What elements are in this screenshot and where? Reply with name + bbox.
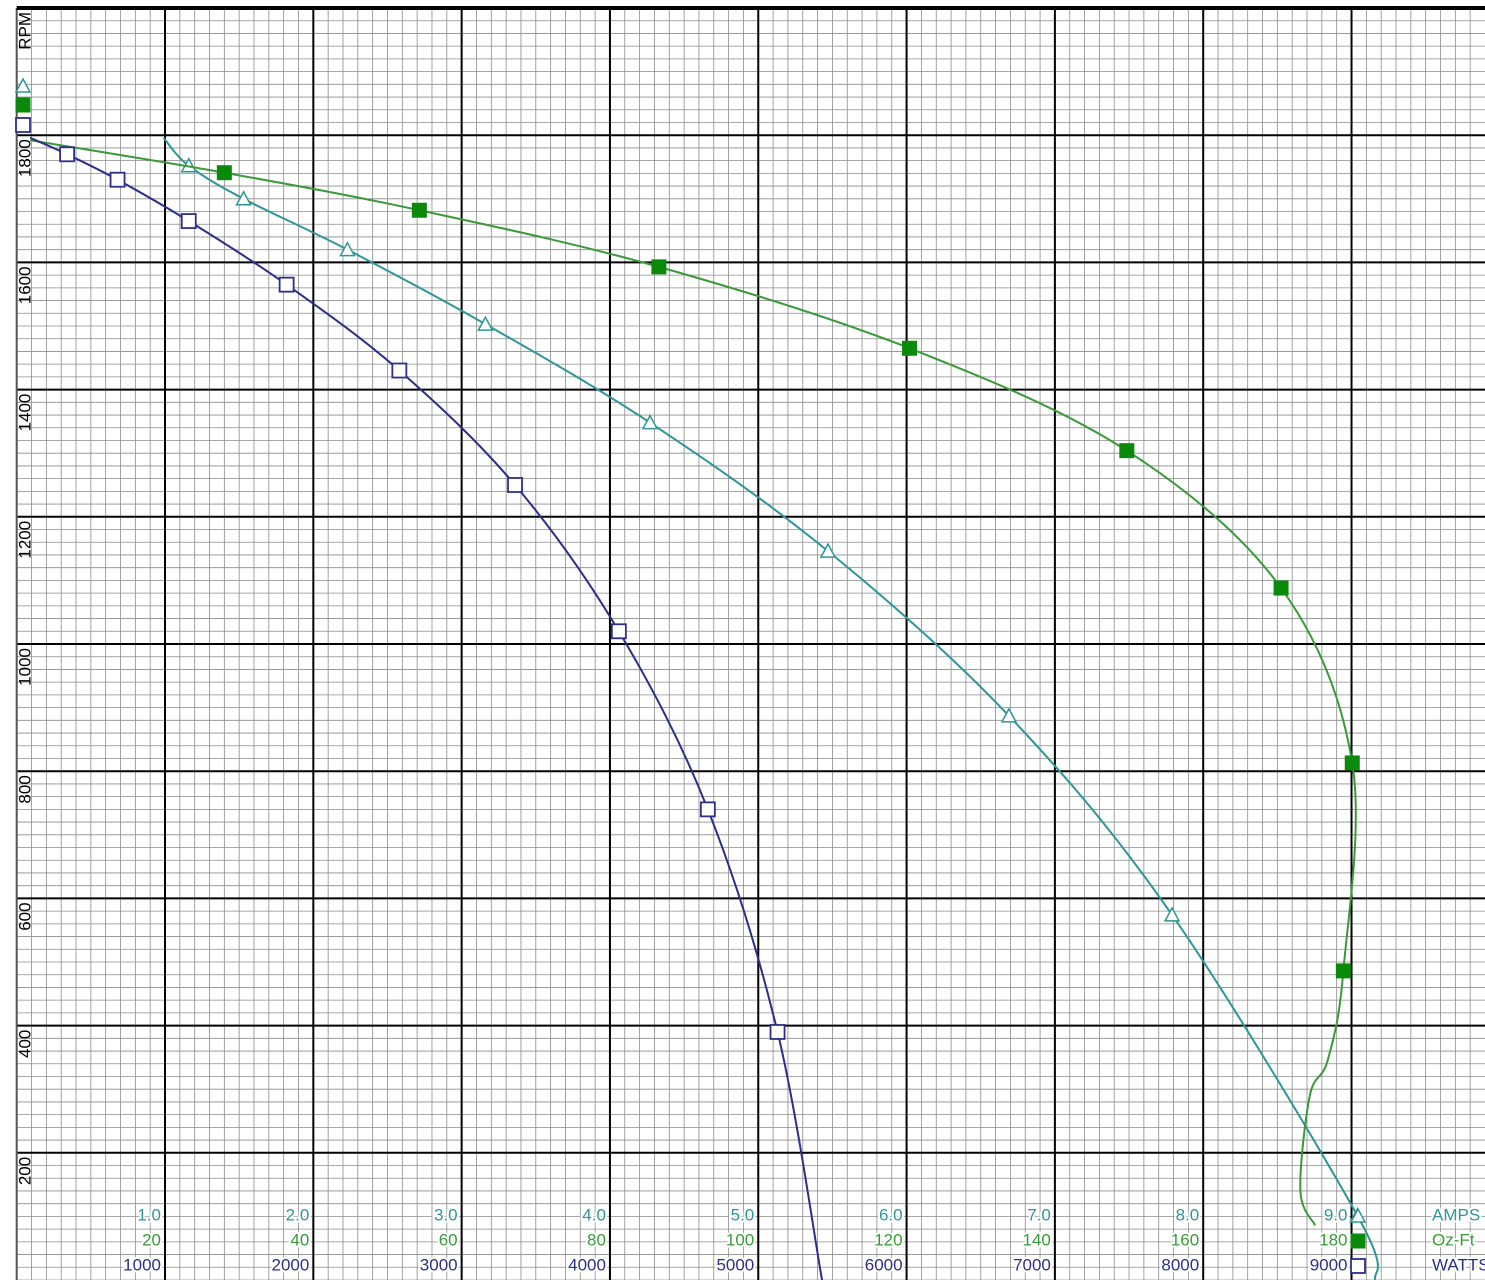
data-point: [109, 171, 126, 188]
y-tick-label: 1200: [15, 521, 34, 559]
x-tick-label: 100: [726, 1230, 754, 1249]
data-point: [699, 801, 716, 818]
x-tick-label: 7.0: [1027, 1205, 1051, 1224]
data-point: [1273, 580, 1289, 596]
data-point: [1000, 707, 1018, 723]
data-point: [641, 414, 659, 430]
legend-label: AMPS: [1432, 1205, 1480, 1224]
data-point: [59, 146, 76, 163]
data-point: [278, 276, 295, 293]
x-tick-label: 80: [587, 1230, 606, 1249]
data-point: [1163, 906, 1181, 922]
data-point: [507, 477, 523, 493]
series-line: [29, 139, 1357, 1226]
axis-marker: [15, 97, 31, 113]
x-tick-label: 6000: [865, 1255, 903, 1274]
x-tick-label: 5.0: [731, 1205, 755, 1224]
data-point: [819, 542, 837, 558]
x-tick-label: 9.0: [1324, 1205, 1348, 1224]
legend-label: Oz-Ft: [1432, 1230, 1475, 1249]
x-tick-label: 3000: [420, 1255, 458, 1274]
x-tick-label: 6.0: [879, 1205, 903, 1224]
data-point: [1119, 443, 1135, 459]
y-tick-label: 1600: [15, 266, 34, 304]
x-tick-label: 4000: [568, 1255, 606, 1274]
y-tick-label: 200: [15, 1157, 34, 1185]
x-tick-label: 20: [142, 1230, 161, 1249]
data-point: [216, 165, 232, 181]
y-tick-label: 800: [15, 775, 34, 803]
x-tick-label: 160: [1171, 1230, 1199, 1249]
data-point: [391, 362, 408, 379]
data-point: [1335, 963, 1351, 979]
axis-marker: [15, 117, 31, 133]
x-tick-label: 5000: [716, 1255, 754, 1274]
x-tick-label: 9000: [1310, 1255, 1348, 1274]
data-point: [180, 213, 197, 229]
x-tick-label: 40: [290, 1230, 309, 1249]
x-tick-label: 60: [439, 1230, 458, 1249]
data-point: [769, 1024, 786, 1040]
y-tick-label: 1800: [15, 139, 34, 177]
y-tick-label: 1400: [15, 394, 34, 432]
axis-marker: [14, 77, 32, 93]
x-tick-label: 2000: [271, 1255, 309, 1274]
data-point: [902, 340, 918, 356]
data-point: [339, 241, 356, 257]
x-tick-label: 7000: [1013, 1255, 1051, 1274]
x-tick-label: 1.0: [137, 1205, 161, 1224]
x-tick-label: 140: [1023, 1230, 1051, 1249]
x-tick-label: 8.0: [1176, 1205, 1200, 1224]
data-point: [1344, 755, 1360, 771]
series-line: [29, 136, 824, 1280]
legend-marker: [1349, 1207, 1367, 1223]
data-point: [651, 259, 667, 275]
y-tick-label: 1000: [15, 648, 34, 686]
legend-marker: [1350, 1233, 1366, 1249]
x-tick-label: 4.0: [582, 1205, 606, 1224]
data-point: [610, 623, 627, 640]
y-tick-label: 600: [15, 902, 34, 930]
series-line: [162, 137, 1379, 1280]
data-point: [235, 190, 252, 206]
x-tick-label: 120: [874, 1230, 902, 1249]
x-tick-label: 3.0: [434, 1205, 458, 1224]
y-axis-label: RPM: [15, 12, 34, 50]
x-tick-label: 180: [1319, 1230, 1347, 1249]
data-point: [477, 315, 494, 331]
legend-label: WATTS: [1432, 1255, 1485, 1274]
x-tick-label: 1000: [123, 1255, 161, 1274]
x-tick-label: 2.0: [286, 1205, 310, 1224]
y-tick-label: 400: [15, 1030, 34, 1058]
data-point: [411, 202, 427, 218]
legend-marker: [1350, 1258, 1366, 1274]
x-tick-label: 8000: [1161, 1255, 1199, 1274]
